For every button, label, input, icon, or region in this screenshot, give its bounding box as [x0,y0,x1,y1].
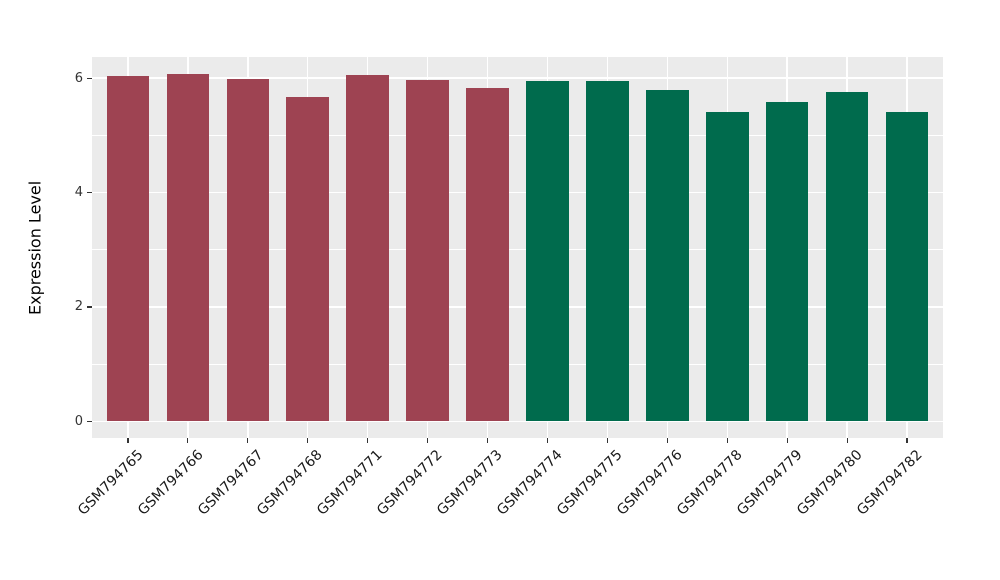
x-tick-mark [367,438,369,443]
bar-GSM794773 [466,88,509,422]
x-tick-mark [427,438,429,443]
bar-GSM794766 [166,73,210,422]
x-tick-mark [127,438,129,443]
bar-GSM794776 [646,90,689,422]
major-gridline [92,306,943,308]
plot-panel [92,57,943,438]
x-tick-mark [786,438,788,443]
bar-GSM794779 [765,101,809,422]
y-tick-mark [87,77,92,79]
major-gridline [92,420,943,423]
bar-GSM794767 [226,78,270,422]
y-tick-mark [87,191,92,194]
x-tick-mark [546,438,549,443]
x-tick-mark [726,438,728,443]
y-tick-mark [87,306,92,308]
x-tick-mark [606,438,608,443]
y-tick-label: 6 [74,70,83,86]
x-tick-mark [666,438,668,443]
y-tick-label: 0 [74,413,83,429]
x-tick-mark [187,438,189,443]
bar-GSM794771 [346,75,389,422]
major-gridline [92,77,943,79]
bar-GSM794768 [286,97,330,422]
minor-gridline [92,363,943,365]
y-tick-label: 2 [74,299,83,315]
x-tick-mark [247,438,249,443]
bar-GSM794780 [825,92,869,422]
bar-GSM794775 [586,81,629,422]
major-gridline [92,191,943,194]
minor-gridline [92,249,943,251]
bar-GSM794778 [705,112,749,422]
x-tick-mark [846,438,848,443]
bar-GSM794772 [406,79,449,422]
bar-GSM794765 [106,75,150,422]
x-tick-mark [307,438,309,443]
minor-gridline [92,134,943,136]
bar-GSM794774 [526,81,569,422]
x-tick-mark [486,438,489,443]
y-axis-title: Expression Level [25,180,45,315]
y-tick-mark [87,420,92,422]
x-tick-mark [906,438,908,443]
y-tick-label: 4 [74,185,83,201]
bar-GSM794782 [885,112,929,422]
